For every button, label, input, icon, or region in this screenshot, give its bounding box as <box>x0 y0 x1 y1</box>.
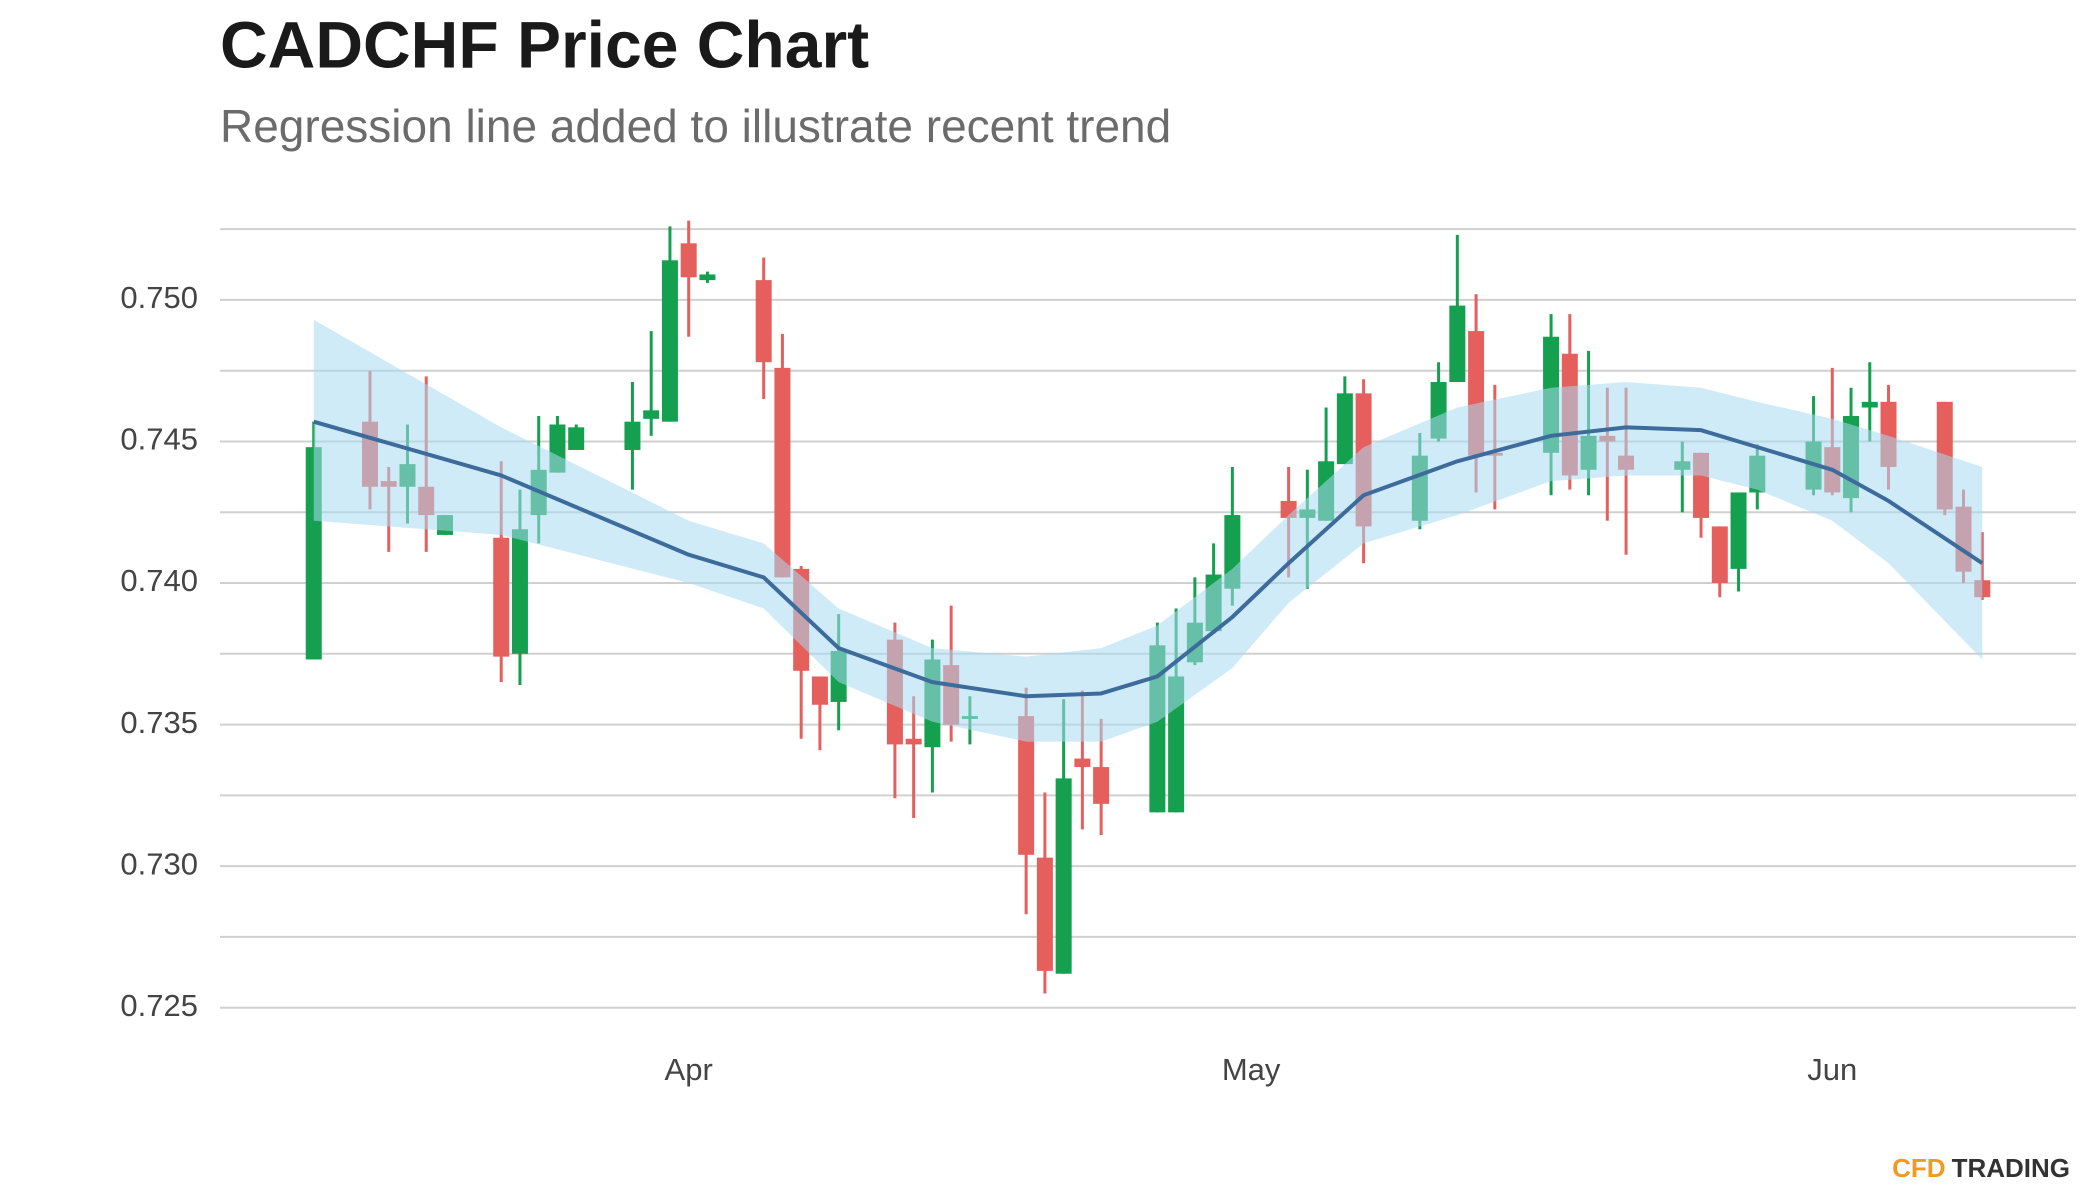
chart-title: CADCHF Price Chart <box>220 7 869 81</box>
candle-body <box>1055 778 1072 974</box>
candle-body <box>755 280 772 363</box>
logo-part: TRADING <box>1952 1153 2070 1183</box>
x-tick-label: Apr <box>665 1052 713 1087</box>
candle-body <box>680 243 697 278</box>
y-tick-label: 0.750 <box>120 280 198 315</box>
candle-body <box>661 260 678 422</box>
x-tick-label: May <box>1222 1052 1281 1087</box>
candle-body <box>774 367 791 578</box>
y-tick-label: 0.745 <box>120 422 198 457</box>
confidence-band <box>313 319 1983 742</box>
logo: CFD TRADING <box>1892 1153 2070 1183</box>
x-tick-label: Jun <box>1807 1052 1857 1087</box>
y-tick-label: 0.730 <box>120 846 198 881</box>
candle-body <box>1336 393 1353 465</box>
candle-body <box>1449 305 1466 383</box>
candle-body <box>1730 492 1747 569</box>
candle-body <box>1861 401 1878 408</box>
candle-body <box>1711 526 1728 584</box>
candle-body <box>1018 716 1035 855</box>
y-tick-label: 0.740 <box>120 563 198 598</box>
candle-body <box>511 529 528 654</box>
candle-body <box>624 421 641 450</box>
y-tick-label: 0.725 <box>120 988 198 1023</box>
logo-part: CFD <box>1892 1153 1945 1183</box>
candle-body <box>699 274 716 281</box>
candle-body <box>905 738 922 745</box>
candle-body <box>811 676 828 705</box>
chart-subtitle: Regression line added to illustrate rece… <box>220 100 1171 152</box>
candle-body <box>643 410 660 419</box>
candle-body <box>568 427 585 450</box>
candle-body <box>1093 767 1110 804</box>
regression-line <box>313 419 1984 699</box>
y-tick-label: 0.735 <box>120 705 198 740</box>
candle-body <box>493 537 510 657</box>
candle-body <box>1074 758 1091 768</box>
candle-body <box>1036 857 1053 971</box>
